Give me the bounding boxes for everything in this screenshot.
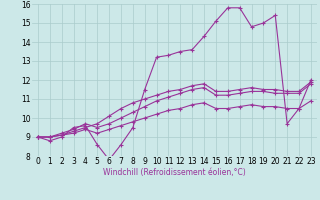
- X-axis label: Windchill (Refroidissement éolien,°C): Windchill (Refroidissement éolien,°C): [103, 168, 246, 177]
